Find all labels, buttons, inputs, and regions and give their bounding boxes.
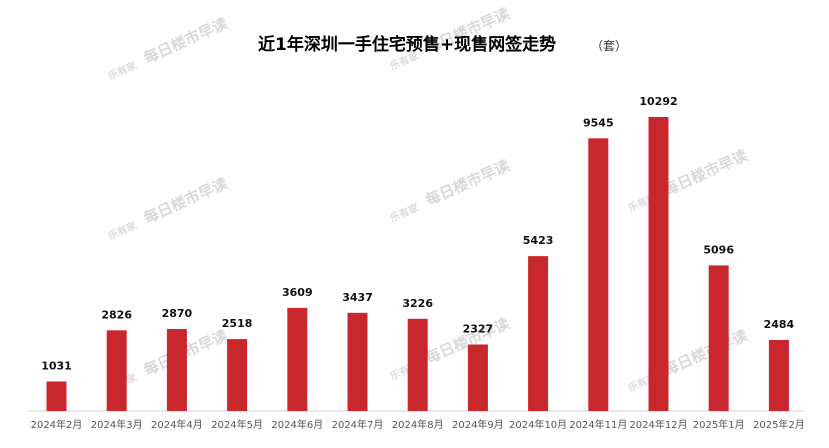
bar-4 <box>227 339 248 411</box>
value-label-13: 2484 <box>764 318 795 331</box>
value-label-6: 3437 <box>342 291 373 304</box>
watermark-text: 每日楼市早读 <box>141 14 231 67</box>
x-tick-label-5: 2024年6月 <box>271 418 323 431</box>
value-label-2: 2826 <box>101 308 132 321</box>
watermark-text: 每日楼市早读 <box>661 326 751 379</box>
x-tick-label-10: 2024年11月 <box>569 418 627 431</box>
bar-3 <box>166 329 187 411</box>
bar-1 <box>46 381 67 411</box>
chart-title: 近1年深圳一手住宅预售+现售网签走势 <box>258 34 556 55</box>
x-tick-labels: 2024年2月 2024年3月 2024年4月 2024年5月 2024年6月 2024年… <box>31 418 805 431</box>
bar-5 <box>287 307 308 411</box>
x-tick-label-13: 2025年2月 <box>753 418 805 431</box>
bar-13 <box>768 340 789 411</box>
value-label-3: 2870 <box>162 307 193 320</box>
x-tick-label-1: 2024年2月 <box>31 418 83 431</box>
value-label-12: 5096 <box>703 243 734 256</box>
value-label-7: 3226 <box>402 297 433 310</box>
watermark-logo: 乐有家 <box>388 200 422 224</box>
value-label-5: 3609 <box>282 286 313 299</box>
value-label-9: 5423 <box>523 234 554 247</box>
watermark-logo: 乐有家 <box>106 218 140 242</box>
bar-12 <box>708 265 729 411</box>
x-tick-label-3: 2024年4月 <box>151 418 203 431</box>
value-label-1: 1031 <box>41 360 72 373</box>
bar-6 <box>347 312 368 411</box>
x-tick-label-11: 2024年12月 <box>629 418 687 431</box>
bar-11 <box>648 117 669 411</box>
value-labels: 1031 2826 2870 2518 3609 3437 3226 2327 5423 9545… <box>41 95 794 373</box>
bar-2 <box>106 330 127 411</box>
x-tick-label-4: 2024年5月 <box>211 418 263 431</box>
watermark-text: 每日楼市早读 <box>141 174 231 227</box>
x-tick-label-9: 2024年10月 <box>509 418 567 431</box>
x-tick-label-6: 2024年7月 <box>332 418 384 431</box>
x-tick-label-8: 2024年9月 <box>452 418 504 431</box>
bar-10 <box>588 138 609 412</box>
bars <box>46 117 789 412</box>
bar-9 <box>528 256 549 411</box>
x-tick-label-2: 2024年3月 <box>91 418 143 431</box>
chart-unit: （套） <box>591 39 627 53</box>
x-tick-label-7: 2024年8月 <box>392 418 444 431</box>
value-label-11: 10292 <box>639 95 677 108</box>
value-label-10: 9545 <box>583 116 614 129</box>
bar-7 <box>407 318 428 411</box>
x-tick-label-12: 2025年1月 <box>693 418 745 431</box>
bar-8 <box>467 344 488 411</box>
watermark-text: 每日楼市早读 <box>661 146 751 199</box>
value-label-4: 2518 <box>222 317 253 330</box>
watermark-text: 每日楼市早读 <box>423 156 513 209</box>
watermark-logo: 乐有家 <box>106 58 140 82</box>
value-label-8: 2327 <box>463 323 494 336</box>
